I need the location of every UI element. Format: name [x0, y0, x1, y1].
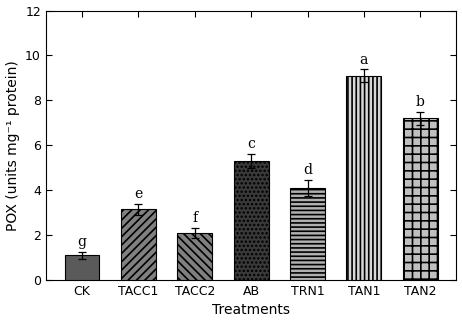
Text: d: d: [303, 163, 312, 177]
Bar: [403, 118, 438, 280]
Bar: [121, 209, 156, 280]
Bar: [290, 188, 325, 280]
Bar: [177, 233, 212, 280]
Text: g: g: [78, 235, 86, 249]
Y-axis label: POX (units mg⁻¹ protein): POX (units mg⁻¹ protein): [6, 60, 19, 231]
X-axis label: Treatments: Treatments: [212, 303, 290, 318]
Bar: [65, 255, 99, 280]
Text: a: a: [360, 53, 368, 67]
Bar: [346, 76, 382, 280]
Text: b: b: [416, 95, 425, 109]
Bar: [234, 161, 268, 280]
Text: c: c: [247, 137, 255, 151]
Text: f: f: [192, 211, 197, 225]
Text: e: e: [134, 187, 142, 201]
